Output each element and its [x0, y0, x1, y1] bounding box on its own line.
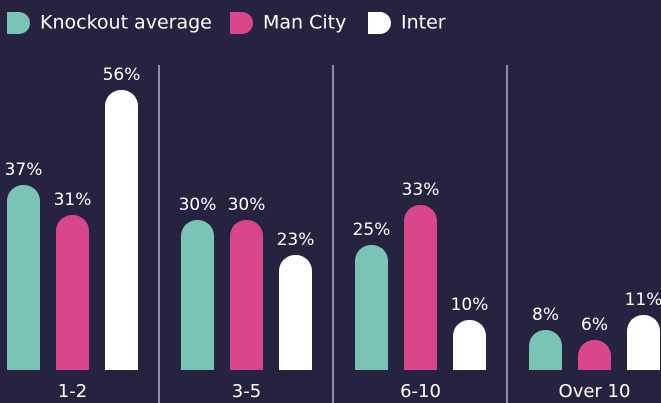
value-label: 37% — [5, 160, 43, 180]
value-label: 6% — [581, 315, 608, 335]
x-tick-label: 6-10 — [400, 381, 441, 402]
value-label: 33% — [402, 180, 440, 200]
x-tick-label: 1-2 — [58, 381, 87, 402]
bar — [7, 185, 40, 370]
value-label: 8% — [532, 305, 559, 325]
value-label: 25% — [353, 220, 391, 240]
bar — [181, 220, 214, 370]
bar — [578, 340, 611, 370]
value-label: 23% — [277, 230, 315, 250]
legend-swatch — [7, 12, 30, 34]
legend-label: Knockout average — [40, 12, 212, 34]
value-label: 31% — [54, 190, 92, 210]
value-label: 30% — [228, 195, 266, 215]
bar — [627, 315, 660, 370]
x-tick-label: Over 10 — [559, 381, 631, 402]
value-label: 10% — [451, 295, 489, 315]
bar — [56, 215, 89, 370]
legend-label: Man City — [263, 12, 346, 34]
x-tick-label: 3-5 — [232, 381, 261, 402]
bar — [279, 255, 312, 370]
value-label: 11% — [625, 290, 661, 310]
bar — [453, 320, 486, 370]
value-label: 30% — [179, 195, 217, 215]
bar — [230, 220, 263, 370]
legend-swatch — [368, 12, 391, 34]
bar — [404, 205, 437, 370]
legend-label: Inter — [401, 12, 446, 34]
bar — [355, 245, 388, 370]
legend-swatch — [230, 12, 253, 34]
bar — [105, 90, 138, 370]
bar — [529, 330, 562, 370]
value-label: 56% — [103, 65, 141, 85]
